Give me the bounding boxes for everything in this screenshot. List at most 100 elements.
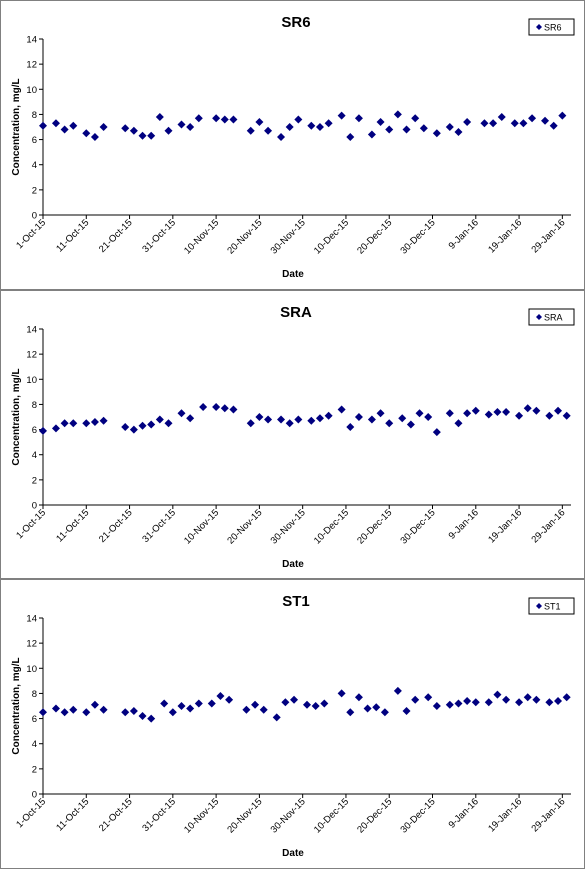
x-tick-label: 21-Oct-15 [97,796,135,834]
legend-box [528,308,575,326]
x-tick-label: 30-Dec-15 [398,507,437,546]
legend-label: SRA [544,313,563,323]
data-point [411,114,420,123]
data-point [445,409,454,418]
data-point [82,129,91,138]
data-point [177,409,186,418]
data-point [393,686,402,695]
data-point [528,114,537,123]
legend-marker [536,24,542,30]
data-point [406,420,415,429]
data-point [432,702,441,710]
x-tick-label: 11-Oct-15 [54,217,91,254]
y-tick-label: 6 [32,425,37,436]
chart-svg: SR6 0 2 4 6 8 10 12 14 1-Oct-15 11-Oct-15 21-Oct-15… [11,14,575,280]
data-point [554,696,563,705]
y-tick-label: 0 [32,790,37,801]
data-point [402,707,411,716]
x-tick-label: 1-Oct-15 [14,796,48,830]
data-point [346,423,355,432]
data-point [484,698,493,707]
data-point [121,708,130,717]
data-point [147,420,156,429]
data-point [290,695,299,704]
data-point [39,708,47,717]
data-point [562,693,571,702]
y-tick-label: 10 [26,375,37,386]
chart-title: ST1 [282,593,310,610]
x-tick-label: 30-Dec-15 [398,796,437,835]
x-tick-label: 21-Oct-15 [97,507,135,545]
data-point [432,129,441,138]
data-point [212,114,221,123]
x-tick-label: 10-Nov-15 [182,796,221,835]
data-point [294,415,303,424]
data-point [320,699,329,708]
data-point [51,704,60,713]
data-point [147,131,156,140]
data-point [168,708,177,717]
x-tick-label: 19-Jan-16 [486,796,524,834]
data-point [424,413,433,421]
legend-box [528,597,575,615]
legend-label: ST1 [544,602,561,612]
data-point [216,691,225,700]
data-point [411,695,420,704]
data-point [255,413,264,421]
y-tick-label: 2 [32,475,37,486]
data-point [515,411,524,420]
y-tick-label: 6 [32,714,37,725]
data-point [463,696,472,705]
data-point [194,114,203,123]
data-point [523,693,532,702]
x-tick-label: 9-Jan-16 [447,217,481,251]
data-point [138,131,147,140]
data-point [51,424,60,433]
data-point [523,404,532,413]
data-point [463,409,472,418]
data-point [51,119,60,128]
chart-title: SRA [280,304,312,321]
x-tick-label: 9-Jan-16 [447,507,481,541]
data-point [285,123,294,131]
data-point [372,703,381,712]
x-tick-label: 10-Nov-15 [182,217,221,256]
data-point [225,695,234,704]
data-point [90,418,99,427]
data-point [532,695,541,704]
y-axis-label: Concentration, mg/L [11,78,22,175]
data-point [324,411,333,420]
data-point [445,123,454,131]
data-point [549,121,558,130]
data-point [454,419,463,428]
data-point [541,116,550,125]
data-point [398,414,407,423]
data-point [484,410,493,419]
data-point [220,404,229,413]
y-tick-label: 4 [32,450,37,461]
data-point [177,702,186,710]
x-tick-label: 20-Nov-15 [225,507,264,546]
data-point [251,700,260,709]
chart-title: SR6 [281,14,310,31]
data-point [545,411,554,420]
data-point [207,699,216,708]
data-point [177,120,186,129]
x-tick-label: 19-Jan-16 [486,217,524,255]
x-tick-label: 10-Dec-15 [312,217,351,256]
data-point [337,405,346,414]
data-point [164,419,173,428]
data-point [393,110,402,119]
x-tick-label: 29-Jan-16 [529,796,567,834]
data-point [337,689,346,698]
data-point [264,415,273,424]
data-point [39,426,47,435]
data-point [402,125,411,134]
data-point [445,700,454,709]
data-point [367,415,376,424]
y-tick-label: 10 [26,85,37,96]
chart-svg: ST1 0 2 4 6 8 10 12 14 1-Oct-15 11-Oct-15 21-Oct-15… [11,593,575,859]
data-point [186,414,195,423]
data-point [285,419,294,428]
y-tick-label: 0 [32,501,37,512]
